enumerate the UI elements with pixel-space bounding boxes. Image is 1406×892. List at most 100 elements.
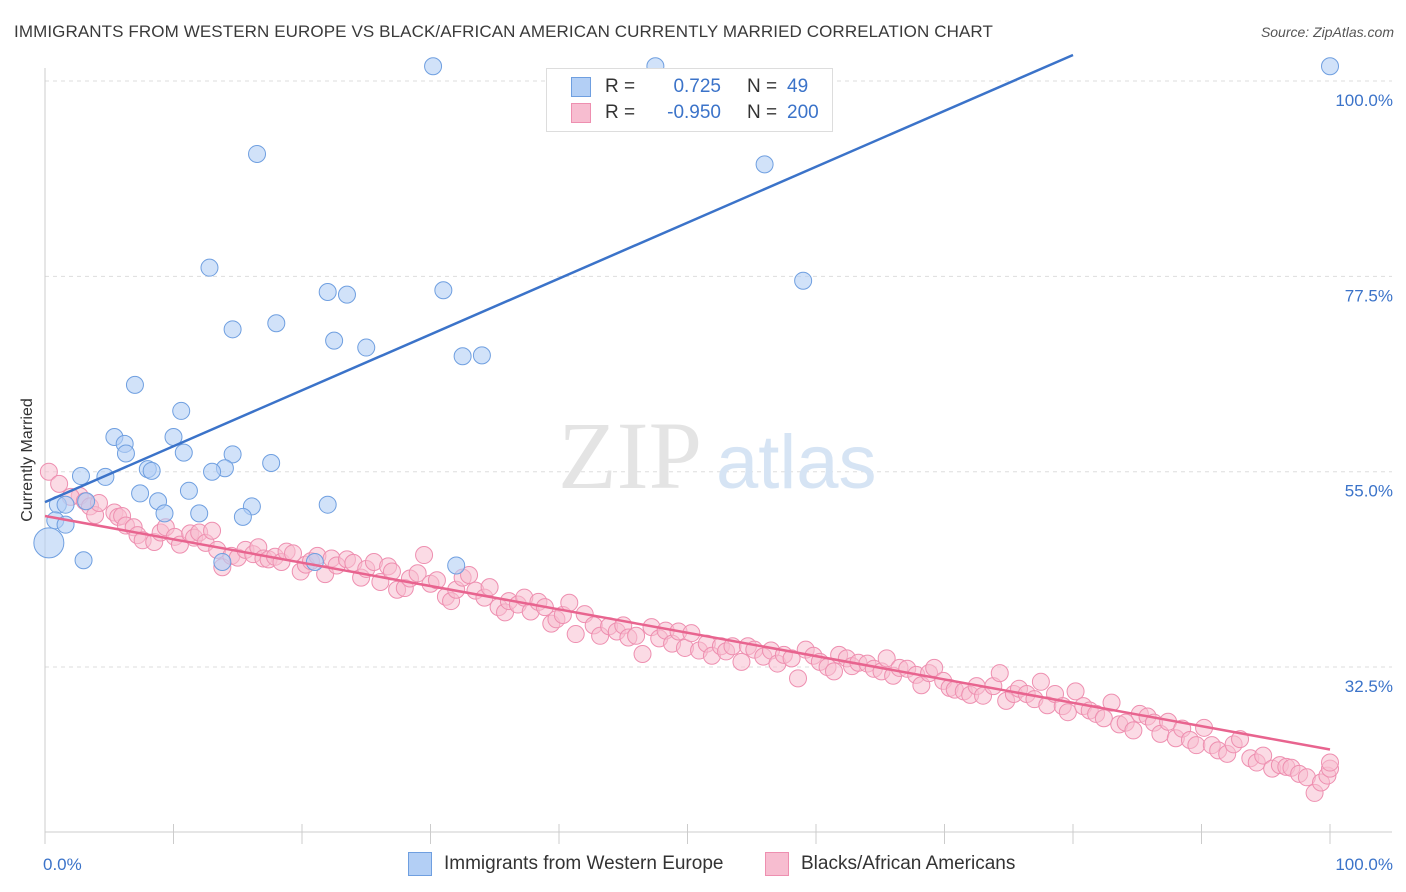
data-point-blacks bbox=[1321, 753, 1339, 772]
data-point-immigrants bbox=[357, 338, 376, 357]
data-point-blacks bbox=[1031, 672, 1050, 691]
legend-swatch-pink bbox=[571, 103, 591, 123]
data-point-immigrants bbox=[125, 375, 144, 394]
watermark: ZIP atlas bbox=[558, 402, 877, 509]
data-point-blacks bbox=[1058, 703, 1077, 722]
data-point-immigrants bbox=[755, 155, 774, 174]
data-point-immigrants bbox=[179, 481, 198, 500]
data-point-blacks bbox=[566, 625, 585, 644]
data-point-blacks bbox=[480, 578, 499, 597]
data-point-immigrants bbox=[203, 462, 222, 481]
data-point-blacks bbox=[39, 462, 58, 481]
legend-swatch-blue bbox=[571, 77, 591, 97]
data-point-immigrants bbox=[305, 552, 324, 571]
data-point-immigrants bbox=[190, 504, 209, 523]
data-point-immigrants bbox=[424, 57, 443, 76]
data-point-blacks bbox=[877, 649, 896, 668]
data-point-blacks bbox=[990, 664, 1009, 683]
source-label: Source: ZipAtlas.com bbox=[1260, 24, 1394, 40]
trend-line-immigrants bbox=[44, 53, 1074, 504]
x-tick-label: 0.0% bbox=[43, 855, 82, 874]
data-point-blacks bbox=[789, 669, 808, 688]
data-point-immigrants bbox=[262, 454, 281, 473]
data-point-immigrants bbox=[434, 281, 453, 300]
y-tick-label: 55.0% bbox=[1345, 482, 1393, 501]
legend-r-label: R = bbox=[605, 76, 636, 97]
legend-r-value: -0.950 bbox=[667, 102, 721, 123]
data-point-blacks bbox=[460, 566, 479, 585]
data-point-blacks bbox=[1254, 746, 1273, 765]
legend-n-label: N = bbox=[747, 102, 778, 123]
grid-lines bbox=[45, 80, 1392, 668]
data-point-immigrants bbox=[1321, 57, 1339, 76]
watermark-zip: ZIP bbox=[558, 402, 702, 509]
data-point-blacks bbox=[203, 521, 222, 540]
data-point-immigrants bbox=[223, 320, 242, 339]
data-point-blacks bbox=[1124, 721, 1143, 740]
data-point-immigrants bbox=[71, 467, 90, 486]
legend-n-label: N = bbox=[747, 76, 778, 97]
data-point-immigrants bbox=[142, 461, 161, 480]
data-point-immigrants bbox=[223, 445, 242, 464]
legend-n-value: 200 bbox=[787, 102, 819, 123]
data-point-blacks bbox=[1187, 736, 1206, 755]
legend-item-blacks: Blacks/African Americans bbox=[765, 852, 1015, 876]
data-point-blacks bbox=[408, 564, 427, 583]
data-point-blacks bbox=[50, 474, 69, 493]
data-point-immigrants bbox=[74, 551, 93, 570]
data-point-blacks bbox=[427, 571, 446, 590]
data-point-immigrants bbox=[200, 258, 219, 277]
data-point-blacks bbox=[782, 649, 801, 668]
data-point-blacks bbox=[732, 652, 751, 671]
data-point-immigrants bbox=[318, 282, 337, 301]
data-point-immigrants bbox=[453, 347, 472, 366]
data-point-blacks bbox=[1094, 709, 1113, 728]
y-tick-label: 77.5% bbox=[1345, 286, 1393, 305]
data-point-immigrants bbox=[77, 492, 96, 511]
data-point-immigrants bbox=[131, 484, 150, 503]
data-point-blacks bbox=[1102, 693, 1121, 712]
data-point-immigrants bbox=[267, 314, 286, 333]
data-point-immigrants bbox=[318, 495, 337, 514]
correlation-legend: R = 0.725 N = 49 R = -0.950 N = 200 bbox=[546, 68, 833, 132]
x-tick-labels: 0.0% 100.0% bbox=[43, 855, 1393, 874]
data-point-immigrants bbox=[174, 443, 193, 462]
data-point-immigrants bbox=[213, 552, 232, 571]
legend-r-label: R = bbox=[605, 102, 636, 123]
legend-swatch-blue bbox=[408, 852, 432, 876]
legend-row-immigrants: R = 0.725 N = 49 bbox=[571, 75, 808, 99]
axes bbox=[44, 68, 1392, 844]
data-point-blacks bbox=[627, 626, 646, 645]
legend-row-blacks: R = -0.950 N = 200 bbox=[571, 101, 819, 125]
y-tick-label: 32.5% bbox=[1345, 677, 1393, 696]
data-point-immigrants bbox=[472, 346, 491, 365]
x-tick-label: 100.0% bbox=[1335, 855, 1393, 874]
legend-label-immigrants: Immigrants from Western Europe bbox=[444, 853, 724, 874]
legend-n-value: 49 bbox=[787, 76, 809, 97]
legend-label-blacks: Blacks/African Americans bbox=[801, 853, 1016, 874]
trend-lines bbox=[44, 53, 1331, 751]
data-point-immigrants bbox=[33, 527, 65, 559]
data-point-immigrants bbox=[337, 285, 356, 304]
legend-item-immigrants: Immigrants from Western Europe bbox=[408, 852, 723, 876]
data-point-immigrants bbox=[116, 444, 135, 463]
data-point-immigrants bbox=[447, 556, 466, 575]
data-point-blacks bbox=[633, 645, 652, 664]
chart-title: IMMIGRANTS FROM WESTERN EUROPE VS BLACK/… bbox=[14, 22, 993, 41]
data-point-blacks bbox=[824, 662, 843, 681]
data-point-immigrants bbox=[794, 271, 813, 290]
y-tick-labels: 32.5% 55.0% 77.5% 100.0% bbox=[1335, 91, 1393, 696]
data-point-immigrants bbox=[233, 507, 252, 526]
data-point-blacks bbox=[1066, 682, 1085, 701]
data-point-blacks bbox=[560, 593, 579, 612]
legend-r-value: 0.725 bbox=[673, 76, 721, 97]
data-point-immigrants bbox=[172, 401, 191, 420]
y-tick-label: 100.0% bbox=[1335, 91, 1393, 110]
data-point-immigrants bbox=[56, 495, 75, 514]
data-point-blacks bbox=[415, 546, 434, 565]
data-point-immigrants bbox=[155, 504, 174, 523]
watermark-atlas: atlas bbox=[716, 420, 877, 505]
data-point-immigrants bbox=[248, 144, 267, 163]
trend-line-blacks bbox=[44, 514, 1331, 751]
